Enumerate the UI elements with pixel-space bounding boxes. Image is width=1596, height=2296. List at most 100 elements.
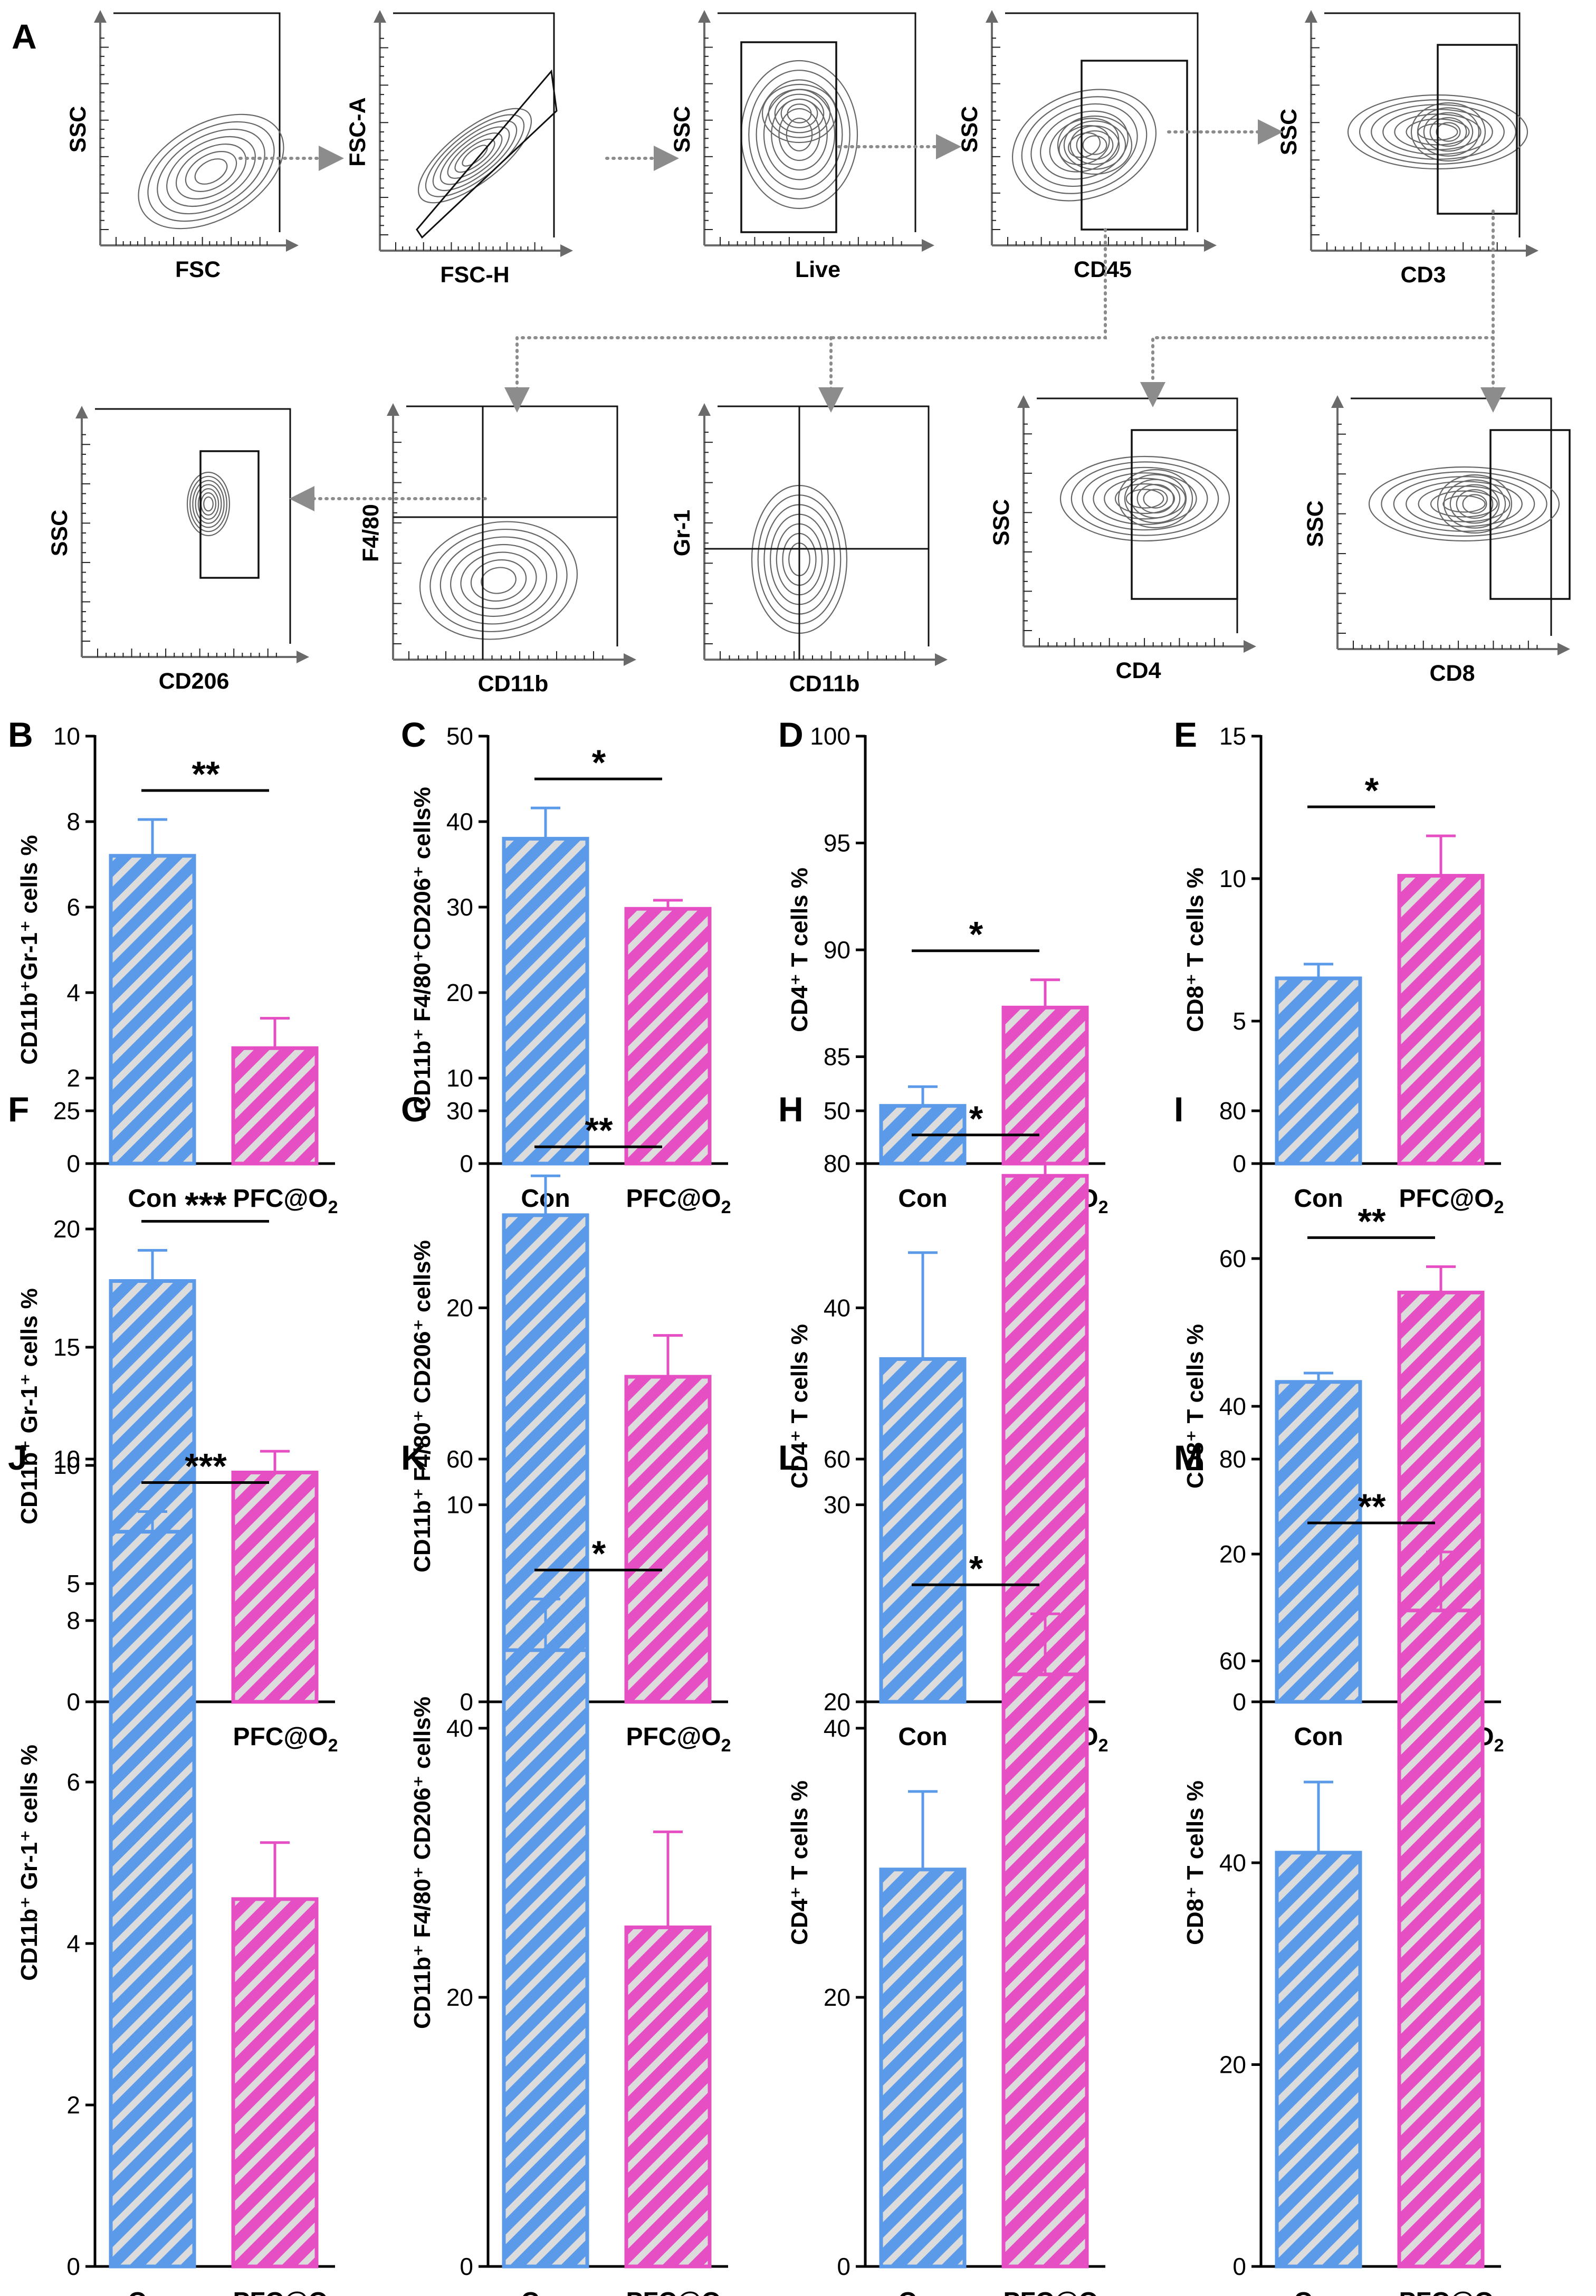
category-label: Con [128,1185,177,1213]
category-label: Con [898,1185,947,1213]
flow-contour [192,480,225,528]
flow-contour [203,496,214,512]
flow-y-label: SSC [65,106,91,153]
flow-x-label: FSC [175,257,221,282]
y-tick-label: 0 [66,1688,80,1716]
flow-contour [417,108,532,204]
y-tick-label: 20 [53,1215,80,1243]
y-tick-label: 2 [66,1064,80,1092]
bar-pfc [231,1897,319,2269]
y-tick-label: 40 [1219,1393,1246,1420]
y-tick-label: 0 [1232,2253,1246,2280]
significance-label: * [969,1099,983,1139]
flow-contour [186,471,231,537]
flow-contour [740,60,858,209]
y-tick-label: 40 [824,1714,850,1742]
flow-x-arrow-icon [560,244,573,257]
panel-letter: D [778,715,804,754]
flow-contour [439,126,510,185]
significance-label: ** [585,1110,613,1150]
flow-y-label: SSC [1303,500,1328,547]
flow-contour [771,98,828,171]
y-tick-label: 60 [1219,1245,1246,1272]
flow-contour [197,488,219,520]
flow-y-arrow-icon [698,403,711,416]
bar-con [1275,976,1362,1166]
flow-contour-secondary [1417,107,1480,157]
category-label: PFC@O2 [626,2288,731,2296]
flow-x-label: CD45 [1074,257,1132,282]
flow-contour-secondary [1449,484,1500,524]
category-label: PFC@O2 [233,1185,338,1217]
flow-contour [450,544,547,617]
category-label: Con [898,1723,947,1751]
flow-plot-frame [718,405,930,646]
category-text: PFC@O [626,1185,721,1213]
flow-contour-secondary [1069,125,1120,165]
flow-y-label: SSC [670,106,695,153]
flow-contour [1082,466,1208,531]
significance-label: * [1365,770,1379,811]
bar-con [879,1357,967,1704]
bar-con [109,1530,196,2269]
flow-x-arrow-icon [1204,239,1217,252]
flow-y-arrow-icon [1017,395,1030,408]
y-axis-label: CD4⁺ T cells % [787,1780,813,1945]
flow-contour [189,475,227,532]
flow-contour [1067,132,1101,158]
chart-e: E 0 5 10 15 CD8⁺ T cells % Con PFC@O2 * [1174,715,1504,1217]
panel-letter: I [1174,1090,1183,1129]
flow-contour [748,70,850,199]
flow-y-arrow-icon [698,10,711,23]
y-tick-label: 20 [824,1984,850,2011]
category-label: Con [898,2288,947,2296]
flow-contour-secondary [1456,489,1494,519]
flow-y-arrow-icon [986,10,998,23]
flow-y-arrow-icon [94,10,107,23]
y-axis-label: CD11b⁺ F4/80⁺ CD206⁺ cells% [409,1697,435,2029]
flow-x-label: CD11b [478,671,549,697]
flow-contour [157,128,265,215]
flow-contour [432,120,518,192]
flow-y-label: SSC [957,106,982,153]
flow-gating-panel: A FSCSSCFSC-HFSC-ALiveSSCCD45SSCCD3SSCCD… [12,10,1571,697]
flow-contour-secondary [1124,474,1187,523]
y-tick-label: 15 [53,1333,80,1361]
flow-contour-secondary [1462,494,1487,514]
flow-plot-fsc-h: FSC-H FSC-A [345,10,573,288]
flow-y-arrow-icon [75,406,88,418]
flow-plot-frame [393,12,555,237]
bar-pfc [624,907,712,1166]
y-tick-label: 60 [824,1445,850,1473]
significance-label: *** [185,1446,227,1486]
category-label: Con [1294,1723,1343,1751]
flow-y-arrow-icon [374,10,386,23]
flow-plot-frame [718,12,916,232]
flow-x-label: CD206 [159,669,230,694]
flow-contour-secondary [780,98,818,129]
flow-contour-secondary [768,89,831,138]
flow-plot-cd11b: CD11b F4/80 [358,403,636,697]
flow-plot-frame [1351,397,1552,636]
y-tick-label: 10 [53,1452,80,1479]
flow-contour-secondary [1117,469,1193,529]
category-label: PFC@O2 [1399,1185,1504,1217]
y-axis-label: CD11b⁺ F4/80⁺CD206⁺ cells% [409,787,435,1113]
y-tick-label: 0 [1232,1688,1246,1716]
flow-contour-secondary [1429,117,1467,147]
flow-plot-frame [406,405,618,646]
flow-y-label: SSC [47,510,72,556]
bar-pfc [1001,1672,1089,2269]
y-axis-label: CD8⁺ T cells % [1182,1324,1208,1489]
y-tick-label: 50 [446,722,473,750]
y-tick-label: 60 [1219,1647,1246,1675]
flow-gate [1437,44,1518,215]
panel-letter: C [401,715,426,754]
bar-pfc [231,1046,319,1166]
category-label: PFC@O2 [233,1723,338,1756]
category-text: PFC@O [233,1723,328,1751]
